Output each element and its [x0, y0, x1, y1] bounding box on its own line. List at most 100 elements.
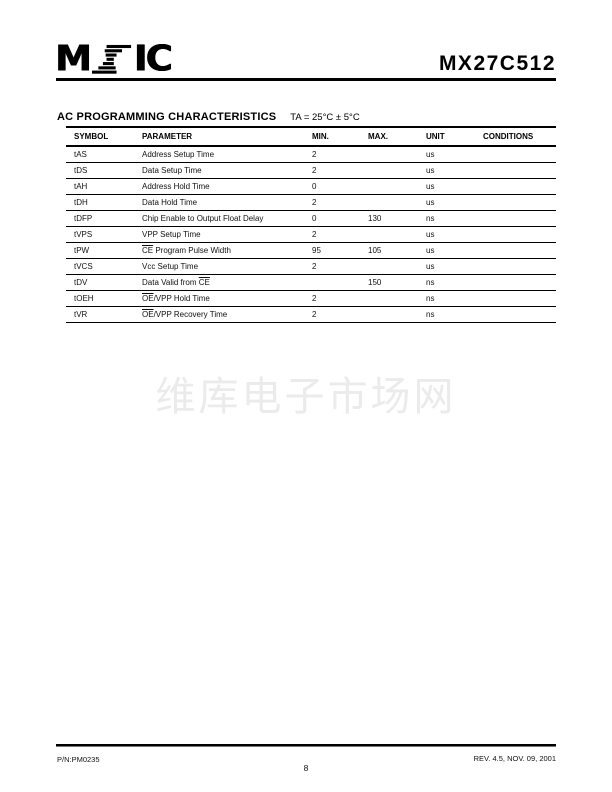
cell-max [368, 194, 426, 211]
section-heading: AC PROGRAMMING CHARACTERISTICS TA = 25°C … [57, 107, 360, 125]
cell-parameter: Address Hold Time [142, 178, 312, 195]
table-header: SYMBOL PARAMETER MIN. MAX. UNIT CONDITIO… [66, 127, 556, 147]
parameter-text: VPP Setup Time [142, 230, 201, 239]
cell-max [368, 178, 426, 195]
cell-max [368, 146, 426, 163]
cell-conditions [483, 274, 556, 291]
cell-max [368, 162, 426, 179]
cell-parameter: Data Setup Time [142, 162, 312, 179]
cell-conditions [483, 306, 556, 323]
column-header-symbol: SYMBOL [66, 127, 142, 147]
column-header-unit: UNIT [426, 127, 483, 147]
logo-letters-ic: IC [133, 38, 173, 79]
cell-conditions [483, 178, 556, 195]
table-row: tVCS Vcc Setup Time 2 us [66, 258, 556, 275]
cell-symbol: tAH [66, 178, 142, 195]
overline-signal-name: CE [198, 278, 210, 287]
cell-unit: ns [426, 274, 483, 291]
page-number: 8 [303, 763, 309, 773]
cell-parameter: OE/VPP Hold Time [142, 290, 312, 307]
cell-symbol: tAS [66, 146, 142, 163]
table-row: tAH Address Hold Time 0 us [66, 178, 556, 195]
parameter-text: Program Pulse Width [153, 246, 231, 255]
parameter-text: Vcc Setup Time [142, 262, 199, 271]
cell-symbol: tVCS [66, 258, 142, 275]
cell-conditions [483, 146, 556, 163]
table-row: tDH Data Hold Time 2 us [66, 194, 556, 211]
cell-min: 0 [312, 210, 368, 227]
table-row: tDS Data Setup Time 2 us [66, 162, 556, 179]
cell-parameter: CE Program Pulse Width [142, 242, 312, 259]
cell-symbol: tVPS [66, 226, 142, 243]
parameter-text: Chip Enable to Output Float Delay [142, 214, 264, 223]
footer-rule [56, 744, 556, 747]
overline-signal-name: CE [142, 246, 154, 255]
mxic-logo: M IC [55, 38, 173, 79]
cell-min: 2 [312, 226, 368, 243]
cell-unit: ns [426, 210, 483, 227]
cell-conditions [483, 290, 556, 307]
watermark-text: 维库电子市场网 [155, 374, 457, 420]
cell-unit: us [426, 226, 483, 243]
parameter-text: /VPP Hold Time [153, 294, 210, 303]
cell-parameter: Address Setup Time [142, 146, 312, 163]
header-rule [56, 78, 556, 81]
cell-max [368, 306, 426, 323]
cell-max: 130 [368, 210, 426, 227]
logo-letter-m: M [55, 38, 92, 79]
cell-min: 2 [312, 290, 368, 307]
table-row: tDV Data Valid from CE 150 ns [66, 274, 556, 291]
parameter-text: Data Setup Time [142, 166, 202, 175]
cell-parameter: Vcc Setup Time [142, 258, 312, 275]
cell-parameter: OE/VPP Recovery Time [142, 306, 312, 323]
cell-parameter: VPP Setup Time [142, 226, 312, 243]
table-row: tPW CE Program Pulse Width 95 105 us [66, 242, 556, 259]
cell-symbol: tDH [66, 194, 142, 211]
cell-min: 2 [312, 258, 368, 275]
cell-unit: us [426, 178, 483, 195]
cell-max: 150 [368, 274, 426, 291]
section-condition: TA = 25°C ± 5°C [290, 112, 360, 123]
cell-max [368, 226, 426, 243]
parameter-text: /VPP Recovery Time [153, 310, 228, 319]
cell-symbol: tDS [66, 162, 142, 179]
cell-min: 2 [312, 194, 368, 211]
cell-min: 95 [312, 242, 368, 259]
cell-unit: us [426, 258, 483, 275]
part-number-title: MX27C512 [438, 52, 556, 75]
cell-max [368, 290, 426, 307]
table-body: tAS Address Setup Time 2 us tDS Data Setup Ti… [66, 146, 556, 323]
cell-min: 0 [312, 178, 368, 195]
overline-signal-name: OE [142, 310, 154, 319]
section-title: AC PROGRAMMING CHARACTERISTICS [57, 111, 277, 123]
cell-parameter: Data Hold Time [142, 194, 312, 211]
logo-stripe-x-icon [91, 44, 131, 74]
cell-conditions [483, 242, 556, 259]
footer-revision: REV. 4.5, NOV. 09, 2001 [473, 754, 556, 763]
cell-unit: us [426, 242, 483, 259]
cell-min [312, 274, 368, 291]
column-header-min: MIN. [312, 127, 368, 147]
cell-unit: us [426, 146, 483, 163]
cell-unit: us [426, 162, 483, 179]
ac-programming-characteristics-table: SYMBOL PARAMETER MIN. MAX. UNIT CONDITIO… [66, 126, 556, 323]
overline-signal-name: OE [142, 294, 154, 303]
cell-unit: ns [426, 290, 483, 307]
table-header-row: SYMBOL PARAMETER MIN. MAX. UNIT CONDITIO… [66, 127, 556, 147]
cell-conditions [483, 194, 556, 211]
cell-parameter: Data Valid from CE [142, 274, 312, 291]
cell-unit: ns [426, 306, 483, 323]
column-header-max: MAX. [368, 127, 426, 147]
cell-conditions [483, 226, 556, 243]
cell-conditions [483, 210, 556, 227]
column-header-conditions: CONDITIONS [483, 127, 556, 147]
cell-min: 2 [312, 162, 368, 179]
table-row: tVPS VPP Setup Time 2 us [66, 226, 556, 243]
table-row: tDFP Chip Enable to Output Float Delay 0 13… [66, 210, 556, 227]
cell-symbol: tPW [66, 242, 142, 259]
parameter-text: Address Setup Time [142, 150, 215, 159]
cell-max: 105 [368, 242, 426, 259]
parameter-text: Data Valid from [142, 278, 199, 287]
parameter-text: Data Hold Time [142, 198, 198, 207]
parameter-text: Address Hold Time [142, 182, 210, 191]
